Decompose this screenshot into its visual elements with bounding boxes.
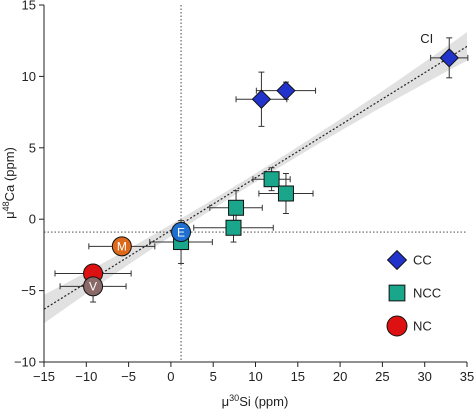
point-label: V: [89, 280, 97, 294]
nc-point: [111, 236, 132, 257]
y-axis-title-prefix: μ: [2, 211, 17, 219]
x-tick-label: 0: [167, 369, 174, 384]
y-tick-label: −10: [14, 355, 36, 370]
y-tick-label: 10: [22, 69, 36, 84]
ncc-point: [263, 171, 280, 188]
x-axis-title-sup: 30: [229, 393, 239, 403]
legend-ncc-label: NCC: [413, 286, 441, 301]
cc-point: [276, 80, 296, 101]
y-tick-label: 15: [22, 0, 36, 13]
y-axis-title-sup: 48: [1, 201, 11, 211]
cc-point: [439, 48, 459, 68]
x-tick-label: 10: [248, 369, 262, 384]
x-tick-label: 15: [291, 369, 305, 384]
y-axis-title-suffix: Ca (ppm): [2, 147, 17, 201]
x-axis-title-suffix: Si (ppm): [239, 394, 288, 409]
point-annotation: CI: [420, 31, 433, 46]
legend-cc-label: CC: [413, 253, 432, 268]
cc-point: [251, 89, 272, 109]
x-axis-title: μ30Si (ppm): [222, 393, 289, 409]
ncc-point: [225, 219, 242, 236]
ncc-point: [228, 199, 245, 216]
y-tick-label: −5: [21, 283, 36, 298]
x-tick-label: −10: [75, 369, 97, 384]
legend-cc-marker: [386, 249, 408, 271]
x-tick-label: 35: [460, 369, 474, 384]
x-tick-label: 25: [375, 369, 389, 384]
nc-point: [171, 222, 192, 243]
x-tick-label: 5: [210, 369, 217, 384]
x-tick-label: 20: [333, 369, 347, 384]
legend-nc-label: NC: [413, 319, 432, 334]
y-tick-label: 5: [29, 140, 36, 155]
regression-line: [44, 45, 467, 310]
y-tick-label: 0: [29, 212, 36, 227]
y-axis-title: μ48Ca (ppm): [1, 147, 17, 219]
point-label: E: [177, 225, 185, 239]
x-tick-label: −5: [121, 369, 136, 384]
legend: CC NCC NC: [386, 249, 441, 337]
legend-ncc-marker: [388, 284, 406, 302]
nc-point: [83, 276, 104, 297]
point-label: M: [117, 240, 127, 254]
x-tick-label: 30: [417, 369, 431, 384]
legend-nc-marker: [386, 315, 408, 337]
ncc-point: [277, 185, 294, 202]
x-tick-label: −15: [33, 369, 55, 384]
x-axis-title-prefix: μ: [222, 394, 230, 409]
